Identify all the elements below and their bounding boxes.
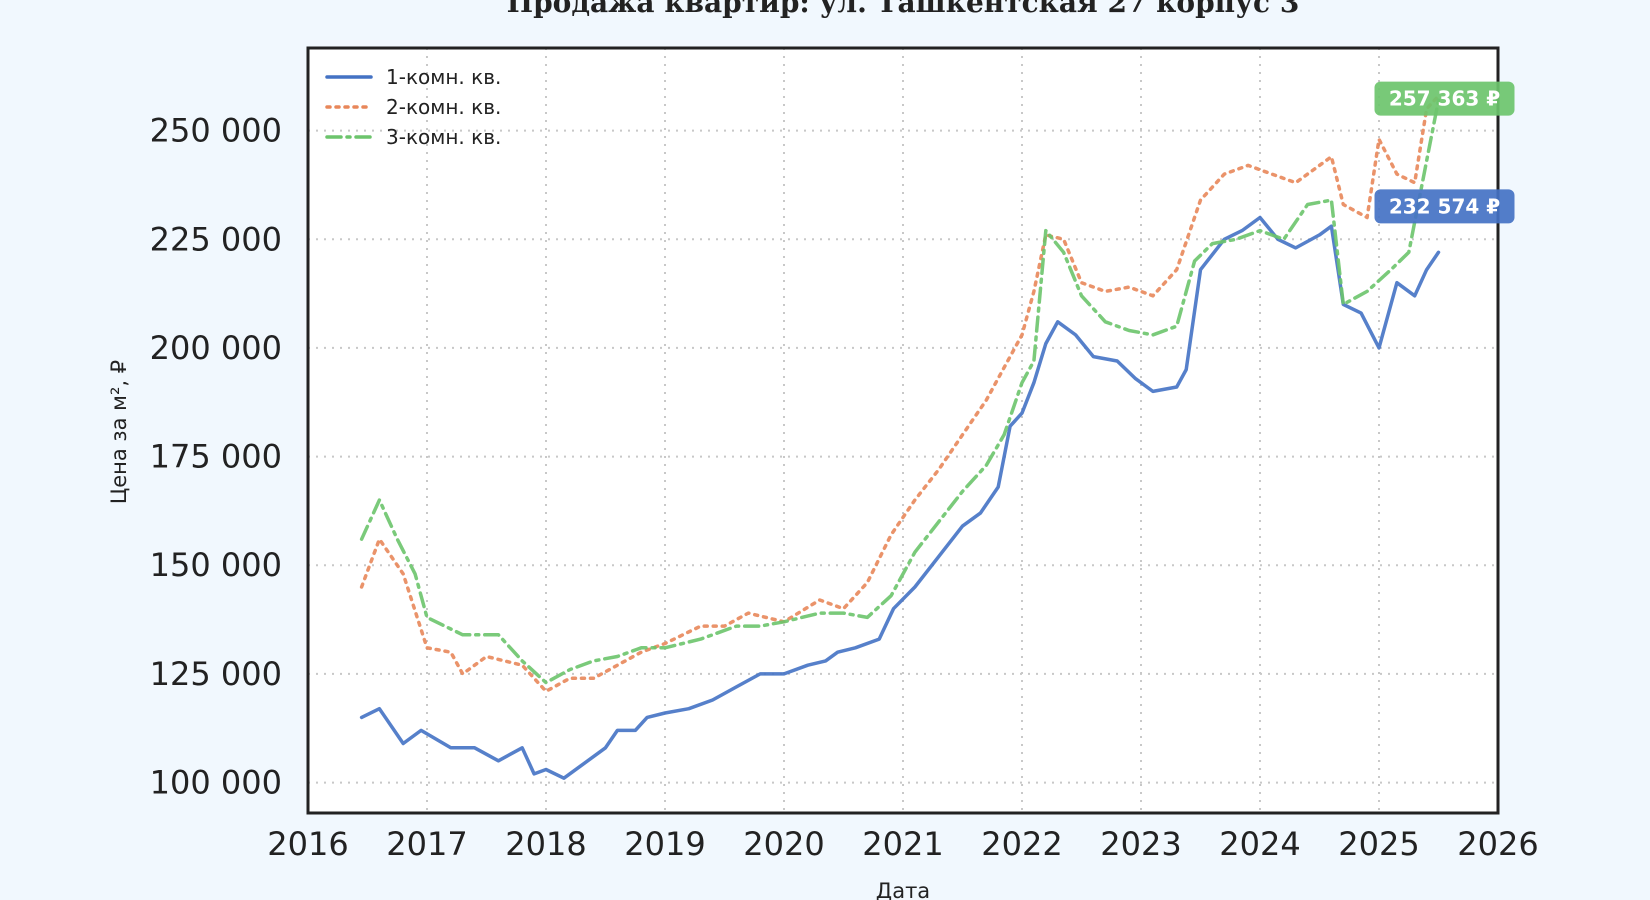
- legend-label: 2-комн. кв.: [386, 95, 501, 119]
- series-line-2: [359, 94, 1441, 694]
- series-line-3: [359, 98, 1441, 685]
- x-axis-label: Дата: [876, 879, 930, 900]
- x-tick-label: 2019: [624, 825, 705, 863]
- x-axis-ticks: 2016 2017 2018 2019 2020 2021 2022 2023 2024 2025…: [267, 825, 1538, 863]
- legend: 1-комн. кв. 2-комн. кв. 3-комн. кв.: [325, 65, 501, 149]
- legend-label: 1-комн. кв.: [386, 65, 501, 89]
- series-lines: [359, 94, 1441, 780]
- x-tick-label: 2023: [1100, 825, 1181, 863]
- annotations: 257 363 ₽ 232 574 ₽: [1374, 81, 1515, 224]
- x-tick-label: 2026: [1457, 825, 1538, 863]
- y-tick-label: 250 000: [150, 112, 282, 150]
- x-tick-label: 2022: [981, 825, 1062, 863]
- annotation-badge: [1374, 189, 1515, 224]
- y-tick-label: 200 000: [150, 329, 282, 367]
- plot-frame: [306, 46, 1500, 815]
- x-tick-label: 2016: [267, 825, 348, 863]
- annotation-badge: [1374, 81, 1515, 116]
- y-axis-label: Цена за м², ₽: [107, 360, 131, 504]
- y-tick-label: 150 000: [150, 546, 282, 584]
- series-line-1: [359, 215, 1441, 780]
- annotation-label: 232 574 ₽: [1389, 194, 1500, 218]
- x-tick-label: 2024: [1219, 825, 1300, 863]
- plot-area: [308, 48, 1498, 813]
- legend-label: 3-комн. кв.: [386, 125, 501, 149]
- x-tick-label: 2020: [743, 825, 824, 863]
- y-axis-ticks: 100 000 125 000 150 000 175 000 200 000 225 0…: [150, 112, 282, 802]
- y-tick-label: 225 000: [150, 220, 282, 258]
- x-tick-label: 2018: [505, 825, 586, 863]
- y-tick-label: 125 000: [150, 655, 282, 693]
- x-tick-label: 2021: [862, 825, 943, 863]
- x-tick-label: 2025: [1338, 825, 1419, 863]
- chart-title: Продажа квартир: ул. Ташкентская 27 корп…: [507, 0, 1300, 19]
- y-tick-label: 175 000: [150, 438, 282, 476]
- annotation-label: 257 363 ₽: [1389, 87, 1500, 111]
- y-tick-label: 100 000: [150, 764, 282, 802]
- x-tick-label: 2017: [386, 825, 467, 863]
